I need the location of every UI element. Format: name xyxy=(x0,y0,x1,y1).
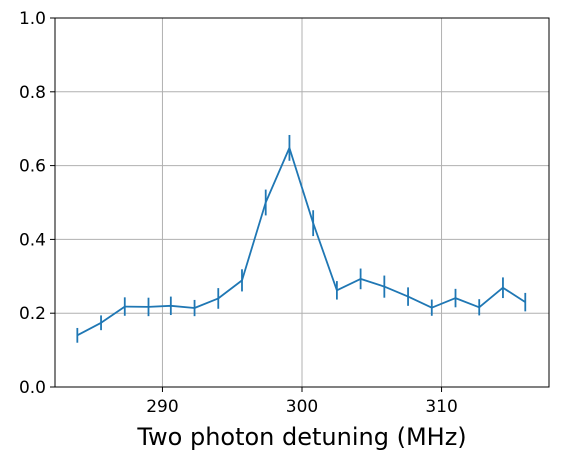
x-tick-label: 310 xyxy=(425,397,457,417)
y-tick-label: 1.0 xyxy=(19,9,46,29)
y-tick-label: 0.6 xyxy=(19,157,46,177)
y-tick-label: 0.2 xyxy=(19,304,46,324)
series-line xyxy=(76,146,526,337)
x-tick-label: 290 xyxy=(146,397,178,417)
ticks: 290 300 310 0.0 0.2 0.4 0.6 0.8 1.0 xyxy=(19,9,458,417)
x-tick-label: 300 xyxy=(286,397,318,417)
y-tick-label: 0.8 xyxy=(19,83,46,103)
y-tick-label: 0.0 xyxy=(19,378,46,398)
y-tick-label: 0.4 xyxy=(19,230,46,250)
series-layer xyxy=(76,134,527,343)
grid xyxy=(55,17,549,388)
x-axis-label: Two photon detuning (MHz) xyxy=(136,423,466,451)
